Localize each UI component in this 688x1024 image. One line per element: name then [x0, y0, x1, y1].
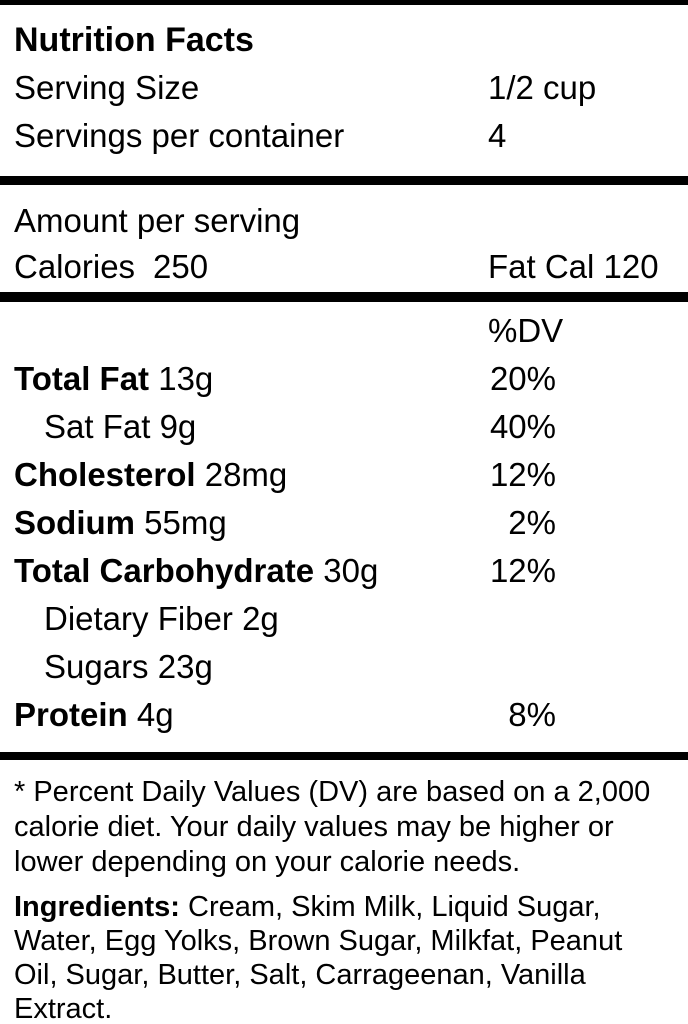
calories-row: Calories 250 Fat Cal 120: [0, 244, 688, 290]
calories-divider-rule: [0, 292, 688, 302]
nutrient-row-dietary-fiber: Dietary Fiber 2g: [0, 595, 688, 643]
nutrient-name: Cholesterol: [14, 456, 196, 493]
footer-divider-rule: [0, 752, 688, 760]
nutrient-row-protein: Protein 4g 8%: [0, 691, 688, 739]
fat-calories: Fat Cal 120: [488, 248, 659, 286]
nutrient-amount: 13g: [158, 360, 214, 397]
serving-size-value: 1/2 cup: [488, 69, 597, 106]
top-rule: [0, 0, 688, 5]
fat-calories-value: 120: [603, 248, 659, 285]
nutrient-amount: 9g: [159, 408, 197, 445]
nutrient-dv: 12%: [489, 456, 556, 493]
servings-per-container-row: Servings per container 4: [0, 112, 688, 160]
nutrient-row-sugars: Sugars 23g: [0, 643, 688, 691]
nutrients-section: %DV Total Fat 13g 20% Sat Fat 9g 40% Cho…: [0, 302, 688, 752]
nutrient-text: Sugars 23g: [44, 648, 213, 686]
nutrient-dv: 20%: [489, 360, 556, 397]
daily-values-footnote: * Percent Daily Values (DV) are based on…: [14, 775, 674, 880]
nutrient-text: Protein 4g: [14, 696, 174, 734]
servings-per-container-value: 4: [488, 117, 507, 154]
nutrient-dv: 2%: [508, 504, 556, 541]
serving-section: Nutrition Facts Serving Size 1/2 cup Ser…: [0, 5, 688, 176]
nutrient-text: Sat Fat 9g: [44, 408, 196, 446]
nutrient-text: Total Fat 13g: [14, 360, 213, 398]
ingredients-text: Cream, Skim Milk, Liquid Sugar,: [188, 891, 601, 923]
nutrient-dv: 12%: [489, 552, 556, 589]
ingredients-line: Water, Egg Yolks, Brown Sugar, Milkfat, …: [14, 925, 623, 957]
nutrient-text: Sodium 55mg: [14, 504, 227, 542]
amount-per-serving-row: Amount per serving: [0, 198, 688, 244]
dv-column-header: %DV: [488, 312, 564, 349]
nutrient-amount: 2g: [242, 600, 279, 637]
serving-size-row: Serving Size 1/2 cup: [0, 64, 688, 112]
nutrient-amount: 23g: [157, 648, 213, 685]
footnote-line: * Percent Daily Values (DV) are based on…: [14, 776, 651, 808]
nutrient-amount: 55mg: [144, 504, 227, 541]
ingredients-line: Oil, Sugar, Butter, Salt, Carrageenan, V…: [14, 959, 586, 991]
nutrient-row-sat-fat: Sat Fat 9g 40%: [0, 403, 688, 451]
fat-calories-label: Fat Cal: [488, 248, 595, 285]
footnote-line: lower depending on your calorie needs.: [14, 846, 521, 878]
nutrient-dv: 8%: [508, 696, 556, 733]
footer-section: * Percent Daily Values (DV) are based on…: [0, 760, 688, 1024]
serving-size-label: Serving Size: [14, 69, 200, 106]
calories-section: Amount per serving Calories 250 Fat Cal …: [0, 185, 688, 292]
nutrient-name: Total Carbohydrate: [14, 552, 315, 589]
nutrient-row-total-carbohydrate: Total Carbohydrate 30g 12%: [0, 547, 688, 595]
nutrient-name: Total Fat: [14, 360, 150, 397]
nutrient-amount: 28mg: [204, 456, 288, 493]
servings-per-container-label: Servings per container: [14, 117, 345, 154]
nutrient-row-sodium: Sodium 55mg 2%: [0, 499, 688, 547]
nutrient-amount: 4g: [136, 696, 174, 733]
nutrient-name: Dietary Fiber: [44, 600, 233, 637]
footnote-line: calorie diet. Your daily values may be h…: [14, 811, 614, 843]
ingredients-paragraph: Ingredients: Cream, Skim Milk, Liquid Su…: [14, 890, 674, 1024]
calories-value: 250: [153, 248, 209, 285]
nutrient-text: Cholesterol 28mg: [14, 456, 287, 494]
nutrient-name: Sodium: [14, 504, 135, 541]
dv-header-row: %DV: [0, 307, 688, 355]
title-row: Nutrition Facts: [0, 16, 688, 64]
ingredients-line: Ingredients: Cream, Skim Milk, Liquid Su…: [14, 890, 674, 924]
ingredients-line: Extract.: [14, 993, 113, 1024]
nutrient-name: Protein: [14, 696, 128, 733]
nutrient-dv: 40%: [489, 408, 556, 445]
nutrient-text: Total Carbohydrate 30g: [14, 552, 378, 590]
page-title: Nutrition Facts: [14, 20, 254, 59]
nutrient-row-cholesterol: Cholesterol 28mg 12%: [0, 451, 688, 499]
serving-divider-rule: [0, 176, 688, 185]
amount-per-serving-label: Amount per serving: [14, 202, 301, 239]
nutrient-amount: 30g: [323, 552, 379, 589]
nutrient-name: Sat Fat: [44, 408, 151, 445]
nutrient-name: Sugars: [44, 648, 149, 685]
ingredients-label: Ingredients:: [14, 891, 180, 923]
nutrient-row-total-fat: Total Fat 13g 20%: [0, 355, 688, 403]
nutrient-text: Dietary Fiber 2g: [44, 600, 279, 638]
calories-label: Calories: [14, 248, 136, 285]
